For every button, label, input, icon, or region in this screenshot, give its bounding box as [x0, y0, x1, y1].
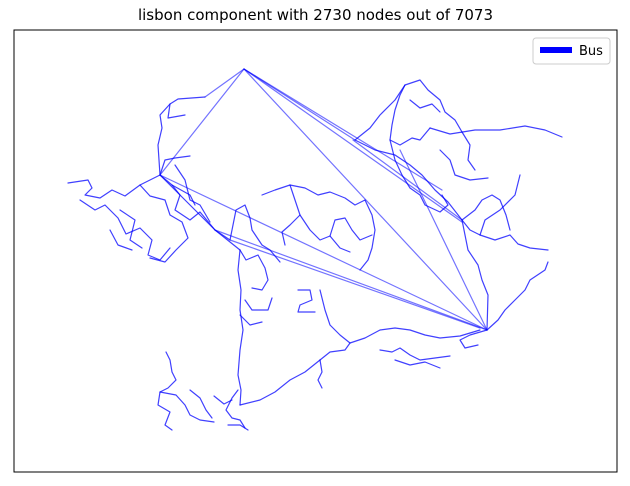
hub-links: [159, 68, 488, 331]
legend: Bus: [532, 37, 611, 65]
plot-area: [13, 29, 618, 473]
route-edges: [67, 68, 563, 431]
chart-title: lisbon component with 2730 nodes out of …: [137, 6, 494, 24]
legend-label-bus: Bus: [579, 44, 603, 59]
